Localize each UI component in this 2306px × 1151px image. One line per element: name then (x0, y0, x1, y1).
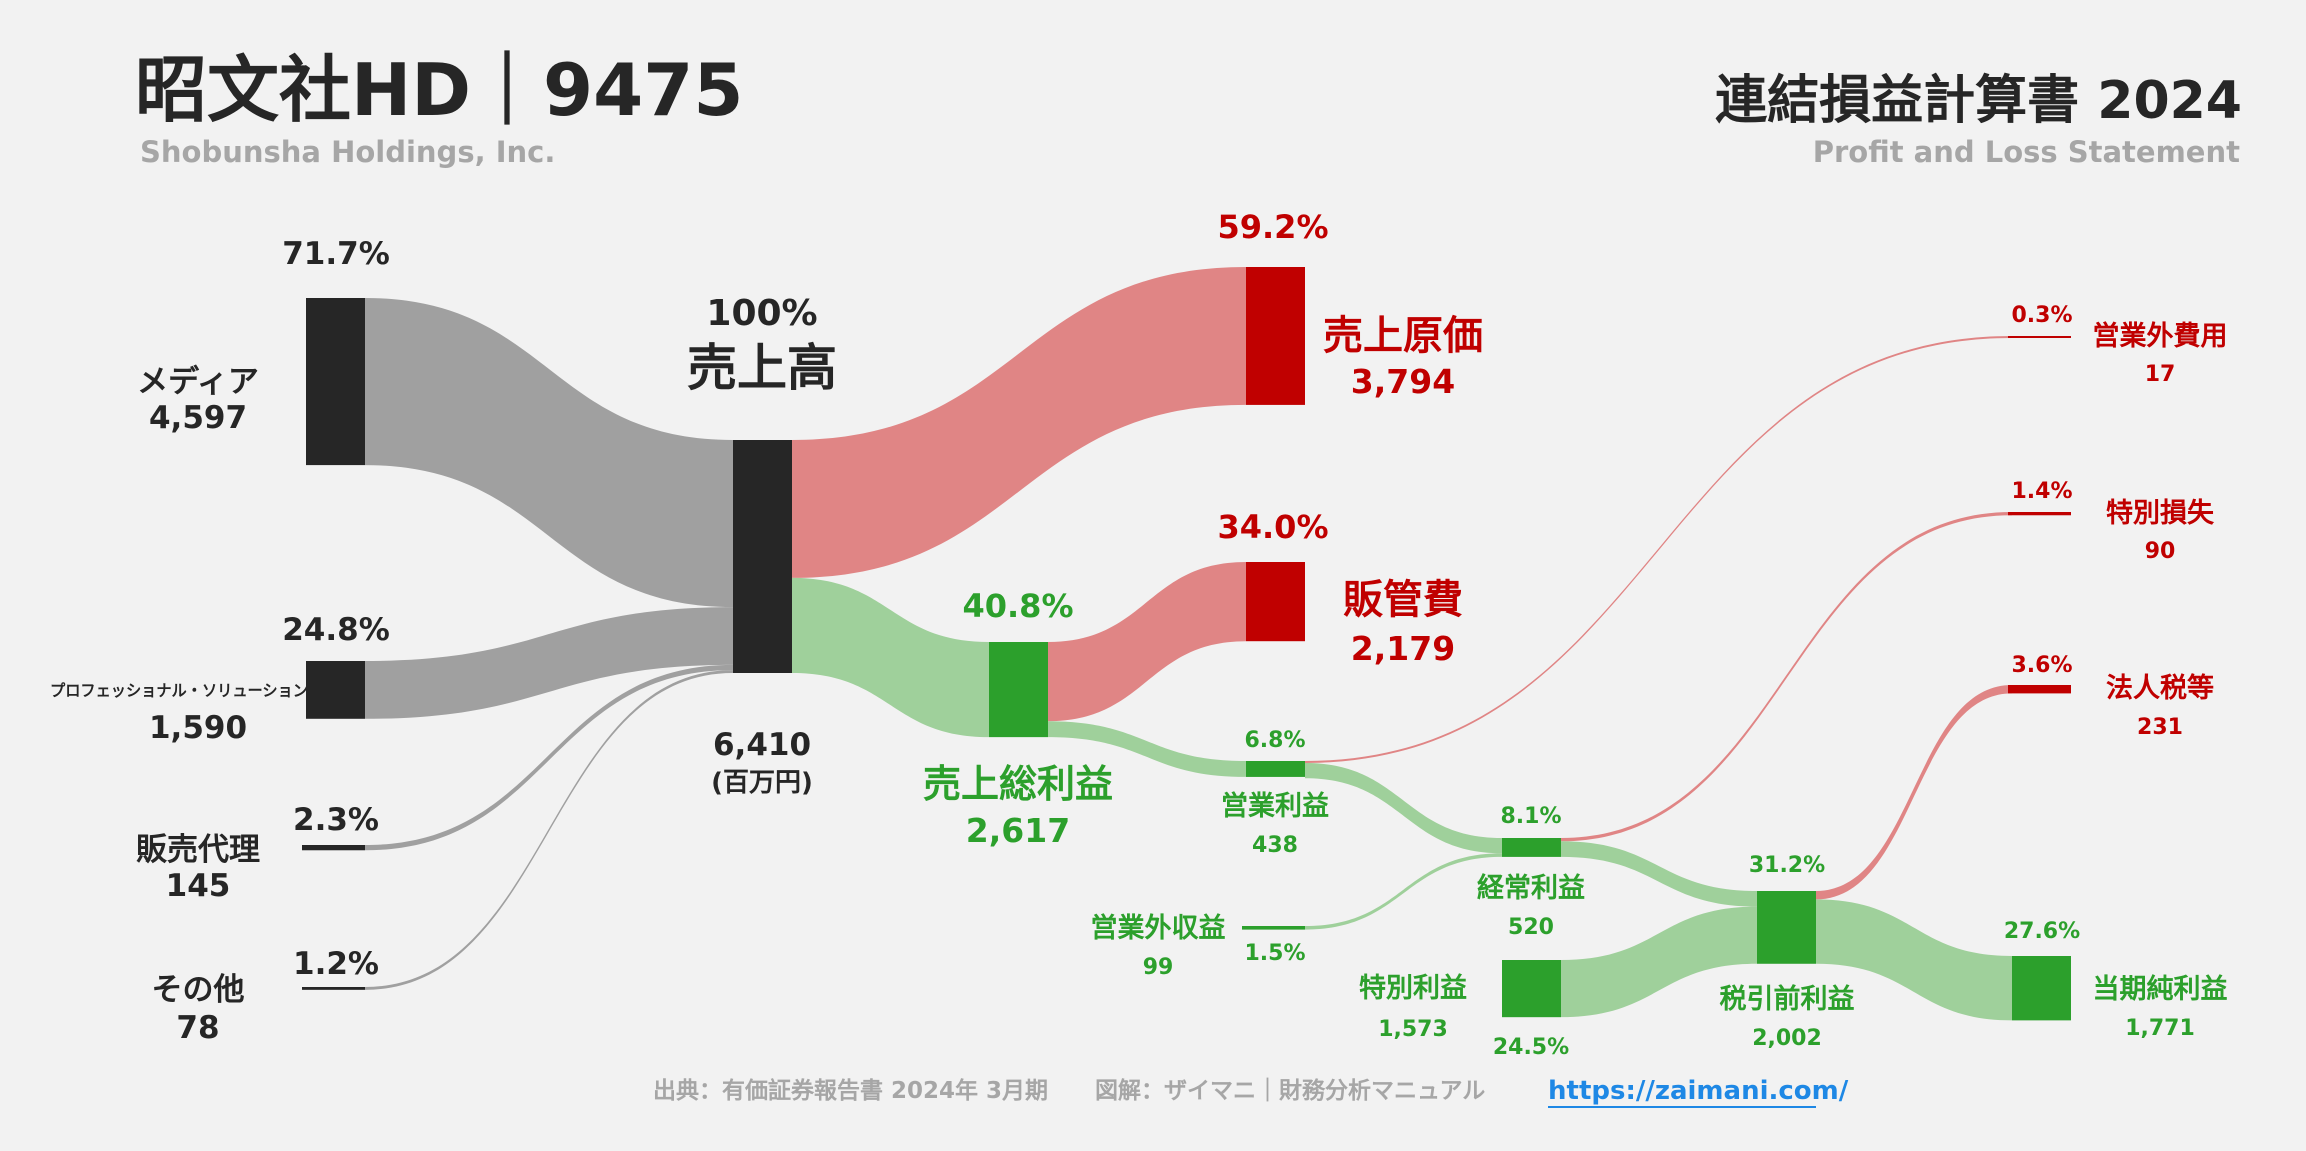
node-op (1246, 761, 1305, 777)
ext-gain-pct: 24.5% (1493, 1035, 1569, 1060)
agency-value: 145 (166, 868, 231, 904)
company-subtitle: Shobunsha Holdings, Inc. (140, 135, 555, 169)
sga-value: 2,179 (1351, 629, 1455, 668)
other-pct: 1.2% (293, 946, 379, 982)
cogs-label: 売上原価 (1323, 313, 1483, 359)
pro-pct: 24.8% (282, 612, 390, 648)
agency-pct: 2.3% (293, 802, 379, 838)
revenue-value: 6,410 (713, 727, 811, 763)
tax-pct: 3.6% (2011, 653, 2072, 678)
agency-label: 販売代理 (136, 832, 260, 868)
sankey-nodes (302, 267, 2071, 1021)
sga-label: 販管費 (1343, 577, 1463, 623)
node-ordinary (1502, 838, 1561, 857)
link-gross-to-op (1048, 721, 1246, 777)
link-other-to-revenue (365, 670, 733, 990)
node-nonop_exp (2008, 336, 2071, 338)
link-ordinary-to-pretax (1561, 841, 1757, 907)
other-value: 78 (176, 1010, 219, 1046)
net-pct: 27.6% (2004, 919, 2080, 944)
net-value: 1,771 (2125, 1016, 2195, 1041)
node-ext_gain (1502, 960, 1561, 1018)
unit-label: (百万円) (711, 768, 813, 798)
nonop-inc-pct: 1.5% (1244, 941, 1305, 966)
op-value: 438 (1252, 833, 1298, 858)
net-label: 当期純利益 (2093, 973, 2228, 1005)
footer-source: 出典：有価証券報告書 2024年 3月期 (653, 1077, 1048, 1104)
node-media (306, 298, 365, 466)
media-pct: 71.7% (282, 236, 390, 272)
nonop-exp-pct: 0.3% (2011, 303, 2072, 328)
node-cogs (1246, 267, 1305, 405)
node-gross (989, 642, 1048, 738)
ext-loss-value: 90 (2145, 539, 2176, 564)
gross-value: 2,617 (966, 811, 1070, 850)
link-revenue-to-cogs (792, 267, 1246, 578)
footer-url[interactable]: https://zaimani.com/ (1548, 1076, 1849, 1106)
nonop-inc-label: 営業外収益 (1091, 912, 1226, 944)
pro-label: プロフェッショナル・ソリューション (50, 681, 308, 700)
ordinary-value: 520 (1508, 915, 1554, 940)
other-label: その他 (152, 972, 245, 1008)
link-pretax-to-net (1816, 899, 2012, 1021)
pro-value: 1,590 (149, 710, 247, 746)
gross-label: 売上総利益 (923, 762, 1113, 806)
node-pretax (1757, 891, 1816, 964)
node-tax (2008, 685, 2071, 694)
revenue-pct: 100% (706, 293, 817, 334)
ordinary-label: 経常利益 (1477, 872, 1585, 904)
node-ext_loss (2008, 512, 2071, 516)
node-agency (302, 845, 365, 851)
nonop-exp-value: 17 (2145, 362, 2176, 387)
sankey-links (365, 267, 2012, 1021)
link-revenue-to-gross (792, 577, 989, 738)
link-media-to-revenue (365, 298, 733, 608)
ext-loss-label: 特別損失 (2106, 498, 2215, 529)
footer-credit: 図解：ザイマニ｜財務分析マニュアル (1095, 1077, 1485, 1104)
nonop-exp-label: 営業外費用 (2093, 320, 2228, 352)
pretax-pct: 31.2% (1749, 853, 1825, 878)
tax-label: 法人税等 (2106, 672, 2214, 704)
cogs-pct: 59.2% (1217, 208, 1328, 246)
cogs-value: 3,794 (1351, 362, 1455, 401)
link-ordinary-to-ext_loss (1561, 512, 2012, 842)
pretax-value: 2,002 (1752, 1026, 1822, 1051)
op-label: 営業利益 (1221, 790, 1329, 822)
node-other (302, 987, 365, 990)
link-nonop_inc-to-ordinary (1305, 853, 1502, 930)
report-title: 連結損益計算書 2024 (1715, 71, 2242, 131)
gross-pct: 40.8% (962, 587, 1073, 625)
ext-loss-pct: 1.4% (2011, 479, 2072, 504)
link-op-to-nonop_exp (1305, 336, 2012, 763)
link-pretax-to-tax (1816, 685, 2012, 900)
ordinary-pct: 8.1% (1500, 804, 1561, 829)
nonop-inc-value: 99 (1143, 955, 1174, 980)
pretax-label: 税引前利益 (1720, 983, 1855, 1015)
company-title: 昭文社HD｜9475 (135, 48, 743, 132)
sga-pct: 34.0% (1217, 508, 1328, 546)
ext-gain-label: 特別利益 (1359, 973, 1467, 1004)
media-value: 4,597 (149, 400, 247, 436)
media-label: メディア (137, 364, 259, 400)
link-ext_gain-to-pretax (1561, 906, 1757, 1018)
link-agency-to-revenue (365, 664, 733, 851)
ext-gain-value: 1,573 (1378, 1017, 1448, 1042)
node-labels: 71.7% メディア 4,597 24.8% プロフェッショナル・ソリューション… (50, 208, 2228, 1060)
link-op-to-ordinary (1305, 763, 1502, 854)
node-revenue (733, 440, 792, 673)
node-pro (306, 661, 365, 719)
link-pro-to-revenue (365, 607, 733, 719)
tax-value: 231 (2137, 715, 2183, 740)
node-net (2012, 956, 2071, 1021)
report-subtitle: Profit and Loss Statement (1813, 135, 2240, 169)
node-sga (1246, 562, 1305, 642)
op-pct: 6.8% (1244, 728, 1305, 753)
revenue-label: 売上高 (687, 339, 837, 397)
link-gross-to-sga (1048, 562, 1246, 722)
node-nonop_inc (1242, 926, 1305, 930)
